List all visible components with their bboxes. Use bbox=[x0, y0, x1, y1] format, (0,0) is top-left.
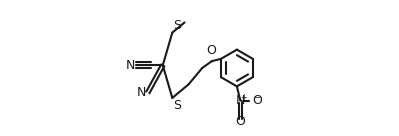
Text: O: O bbox=[235, 115, 245, 128]
Text: S: S bbox=[173, 19, 181, 32]
Text: −: − bbox=[253, 93, 260, 102]
Text: O: O bbox=[206, 44, 216, 58]
Text: N: N bbox=[126, 59, 135, 72]
Text: +: + bbox=[240, 93, 247, 102]
Text: N: N bbox=[236, 94, 245, 107]
Text: O: O bbox=[253, 94, 263, 107]
Text: N: N bbox=[136, 86, 146, 99]
Text: S: S bbox=[173, 99, 181, 112]
